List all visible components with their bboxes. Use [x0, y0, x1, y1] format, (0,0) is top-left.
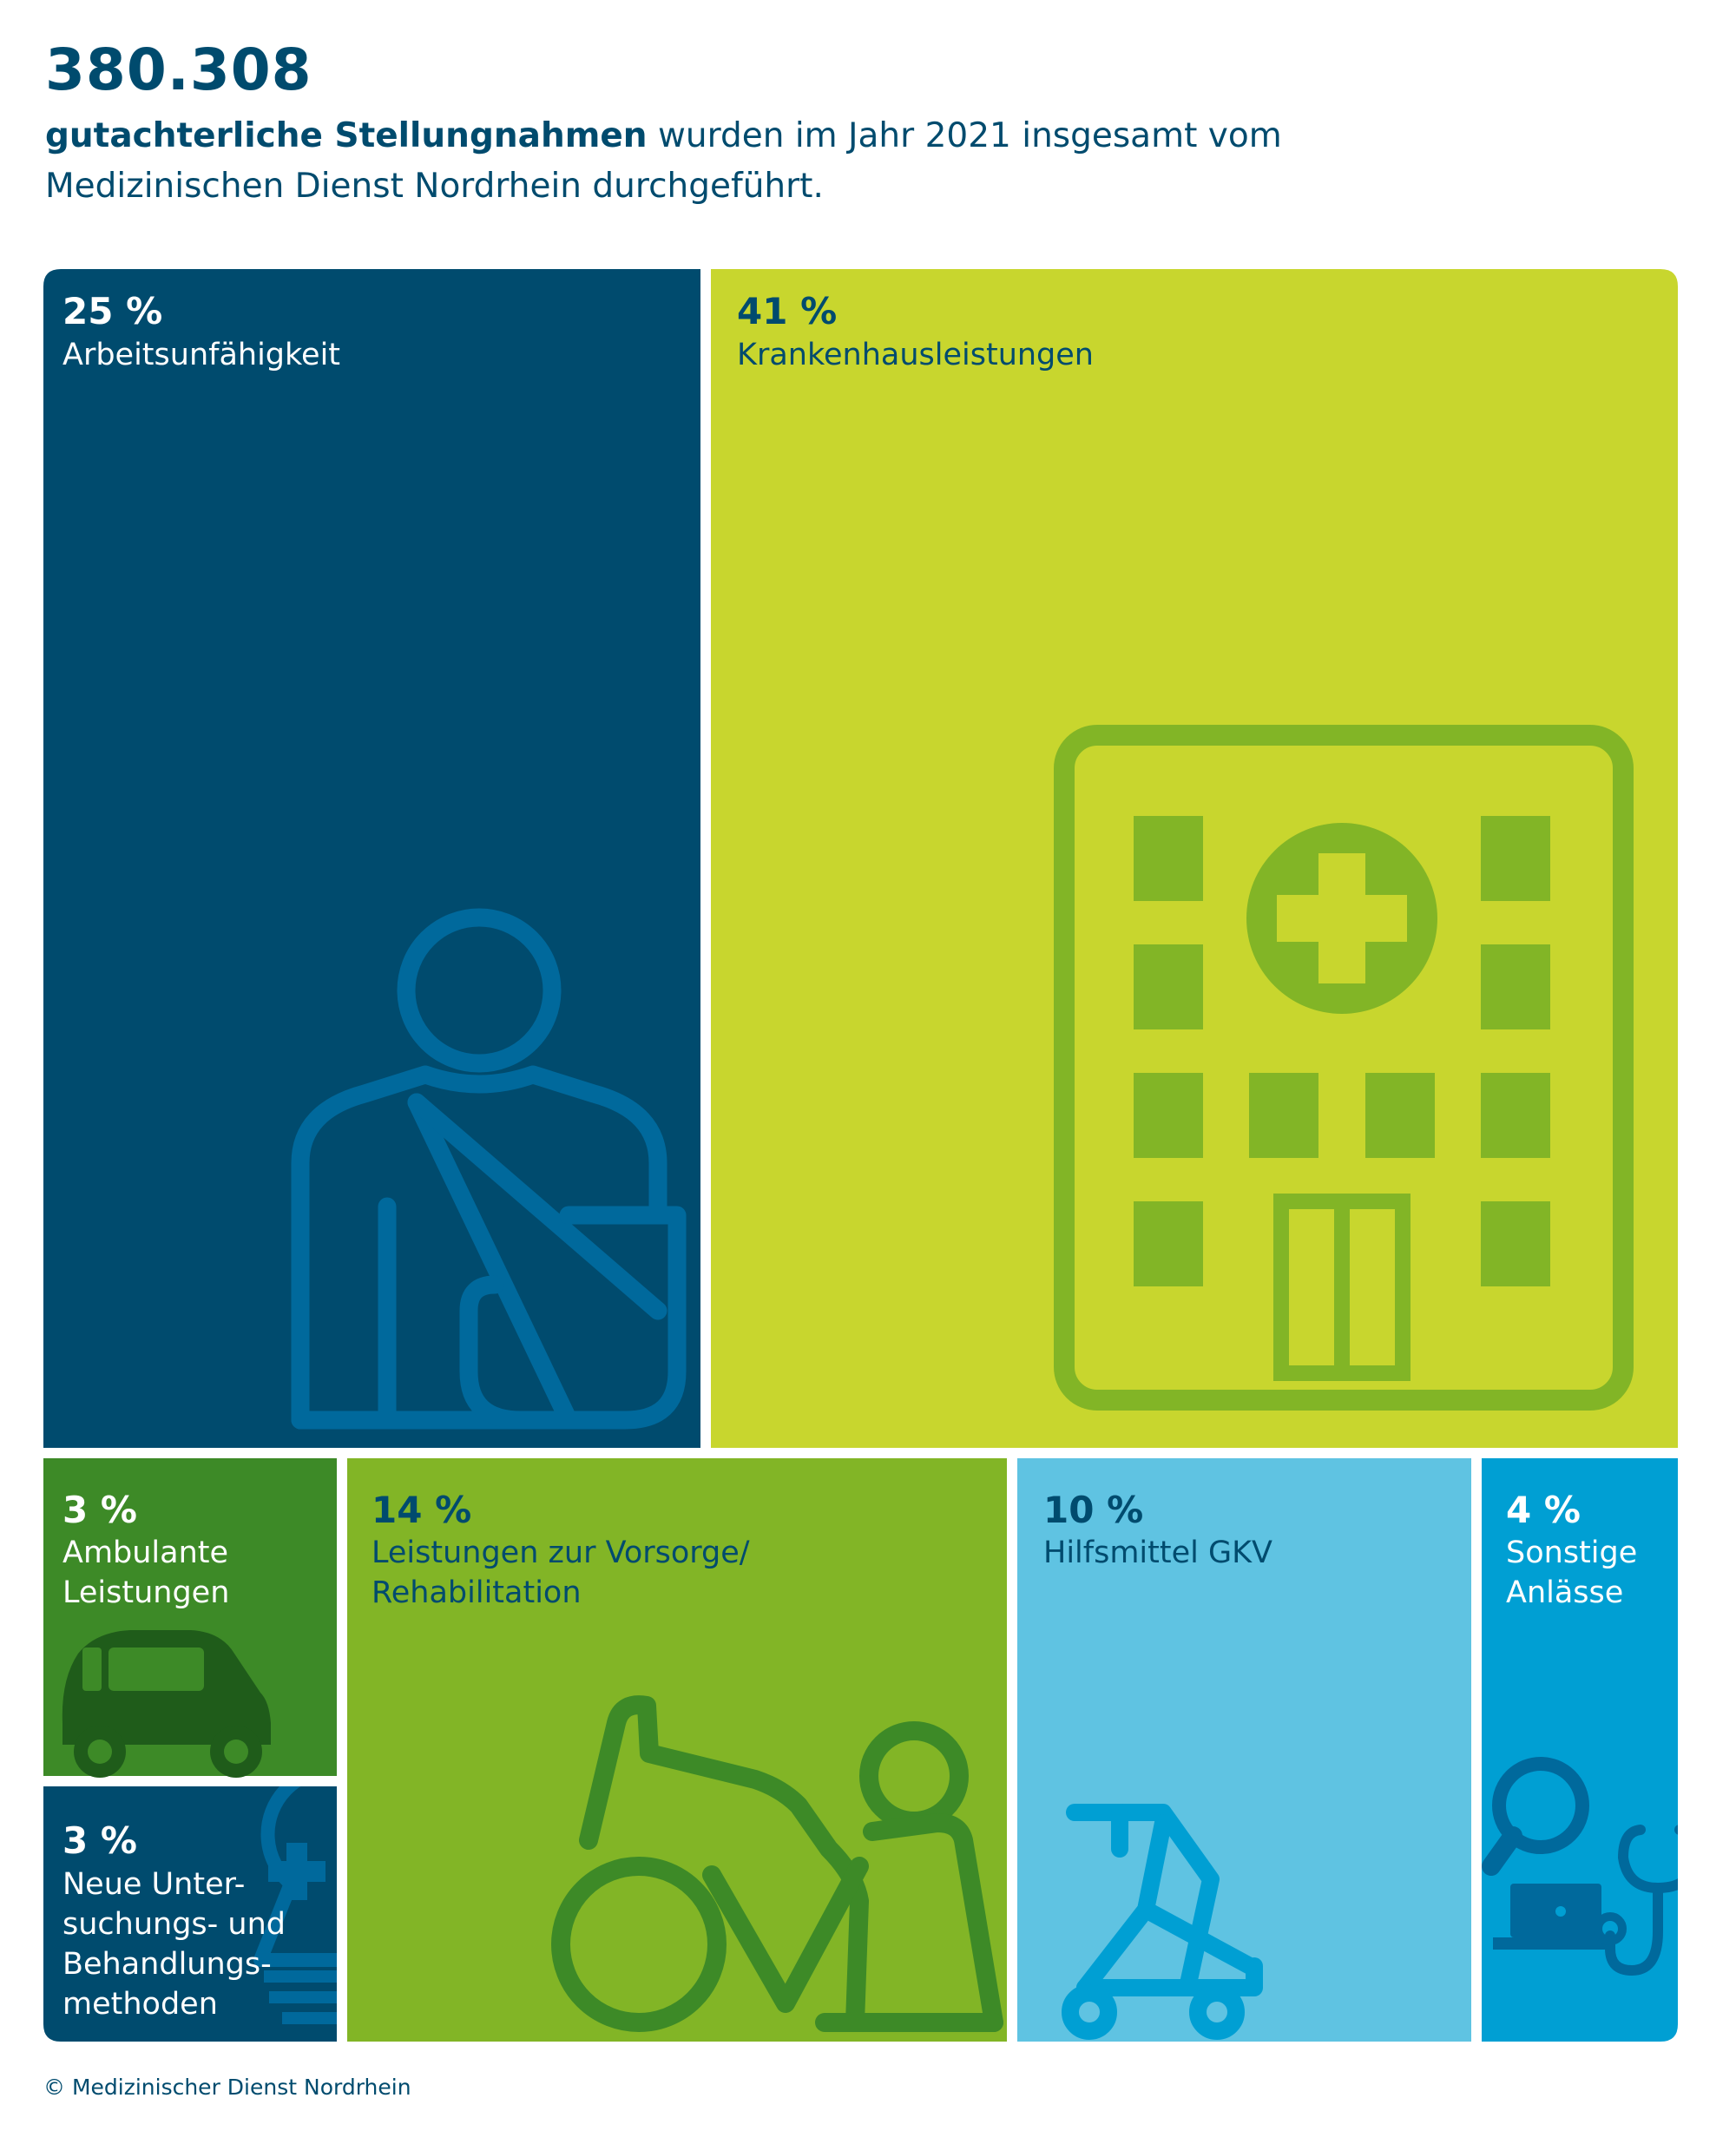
pct-arbeitsunfaehigkeit: 25 % [62, 290, 162, 332]
label-krankenhaus: Krankenhausleistungen [737, 338, 1094, 372]
lightbulb-cross-icon [253, 1786, 337, 2024]
label-neue-methoden-line4: methoden [62, 1987, 218, 2022]
intro-text: gutachterliche Stellungnahmen wurden im … [45, 111, 1347, 212]
headline-total: 380.308 [45, 36, 312, 103]
pct-vorsorge: 14 % [372, 1489, 471, 1531]
tile-arbeitsunfaehigkeit [43, 269, 700, 1448]
rollator-icon [1062, 1804, 1263, 2040]
intro-bold: gutachterliche Stellungnahmen [45, 116, 648, 155]
arm-sling-person-icon [291, 908, 687, 1430]
label-ambulant-line1: Ambulante [62, 1536, 228, 1570]
label-neue-methoden-line3: Behandlungs- [62, 1947, 272, 1982]
label-hilfsmittel: Hilfsmittel GKV [1043, 1536, 1272, 1570]
label-vorsorge-line2: Rehabilitation [372, 1575, 582, 1610]
car-icon [62, 1630, 272, 1778]
magnifier-laptop-stethoscope-icon [1482, 1757, 1678, 1976]
label-arbeitsunfaehigkeit: Arbeitsunfähigkeit [62, 338, 340, 372]
pct-hilfsmittel: 10 % [1043, 1489, 1143, 1531]
label-ambulant-line2: Leistungen [62, 1575, 229, 1610]
label-sonstige-line1: Sonstige [1506, 1536, 1637, 1570]
copyright-footer: © Medizinischer Dienst Nordrhein [43, 2075, 411, 2100]
pct-krankenhaus: 41 % [737, 290, 837, 332]
tile-hilfsmittel [1017, 1458, 1471, 2042]
intro-rest: wurden im Jahr 2021 insgesamt vom Medizi… [45, 116, 1282, 206]
pct-sonstige: 4 % [1506, 1489, 1581, 1531]
label-neue-methoden-line1: Neue Unter- [62, 1867, 245, 1902]
pct-neue-methoden: 3 % [62, 1819, 137, 1862]
pct-ambulant: 3 % [62, 1489, 137, 1531]
wheelchair-exercise-icon [551, 1695, 1003, 2032]
tile-vorsorge [347, 1458, 1007, 2042]
label-sonstige-line2: Anlässe [1506, 1575, 1623, 1610]
label-neue-methoden-line2: suchungs- und [62, 1907, 286, 1942]
label-vorsorge-line1: Leistungen zur Vorsorge/ [372, 1536, 750, 1570]
hospital-building-icon [1054, 725, 1634, 1411]
